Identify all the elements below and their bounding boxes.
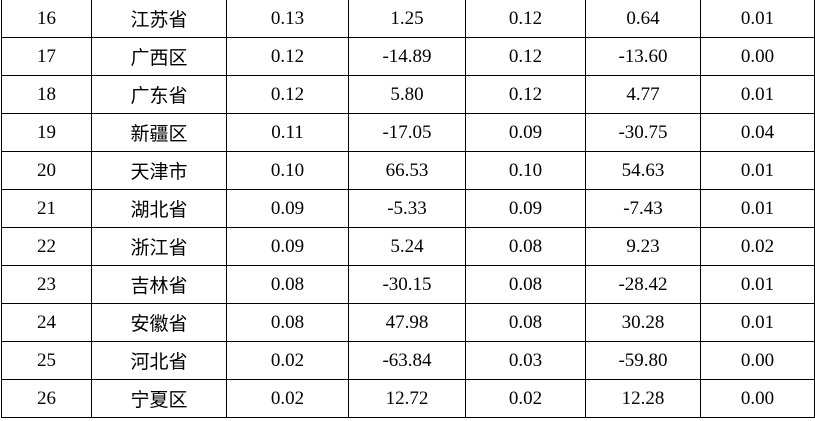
table-cell: 9.23 <box>585 227 701 266</box>
table-row: 16 江苏省 0.13 1.25 0.12 0.64 0.01 <box>1 0 815 38</box>
table-cell: -7.43 <box>585 189 701 228</box>
table-cell: 5.80 <box>348 75 466 114</box>
table-cell: 23 <box>1 265 92 304</box>
table-row: 17 广西区 0.12 -14.89 0.12 -13.60 0.00 <box>1 37 815 76</box>
table-cell: 22 <box>1 227 92 266</box>
table-cell: 16 <box>1 0 92 38</box>
table-cell: 0.00 <box>700 37 815 76</box>
table-cell: 0.02 <box>226 341 349 380</box>
table-cell: -13.60 <box>585 37 701 76</box>
table-cell: -30.75 <box>585 113 701 152</box>
table-row: 20 天津市 0.10 66.53 0.10 54.63 0.01 <box>1 151 815 190</box>
table-cell: 0.01 <box>700 0 815 38</box>
table-cell: 12.28 <box>585 379 701 418</box>
table-cell: 吉林省 <box>91 265 227 304</box>
table-cell: -59.80 <box>585 341 701 380</box>
table-cell: 新疆区 <box>91 113 227 152</box>
table-cell: 26 <box>1 379 92 418</box>
table-cell: 0.08 <box>226 303 349 342</box>
table-cell: -28.42 <box>585 265 701 304</box>
table-cell: 广东省 <box>91 75 227 114</box>
table-cell: 0.12 <box>465 37 586 76</box>
table-cell: 0.02 <box>226 379 349 418</box>
table-cell: 0.00 <box>700 341 815 380</box>
table-cell: 21 <box>1 189 92 228</box>
table-cell: 25 <box>1 341 92 380</box>
table-row: 24 安徽省 0.08 47.98 0.08 30.28 0.01 <box>1 303 815 342</box>
table-cell: 12.72 <box>348 379 466 418</box>
table-cell: 5.24 <box>348 227 466 266</box>
table-cell: 河北省 <box>91 341 227 380</box>
table-cell: 1.25 <box>348 0 466 38</box>
table-cell: 0.12 <box>226 75 349 114</box>
table-cell: 0.09 <box>465 113 586 152</box>
table-cell: 0.11 <box>226 113 349 152</box>
table-cell: 17 <box>1 37 92 76</box>
table-cell: 0.02 <box>465 379 586 418</box>
table-cell: 0.64 <box>585 0 701 38</box>
table-cell: 0.00 <box>700 379 815 418</box>
table-cell: 0.08 <box>465 227 586 266</box>
table-cell: 0.01 <box>700 189 815 228</box>
table-cell: 66.53 <box>348 151 466 190</box>
table-cell: 0.01 <box>700 265 815 304</box>
table-row: 18 广东省 0.12 5.80 0.12 4.77 0.01 <box>1 75 815 114</box>
table-cell: 0.12 <box>465 75 586 114</box>
table-cell: 0.13 <box>226 0 349 38</box>
table-cell: 宁夏区 <box>91 379 227 418</box>
table-cell: 天津市 <box>91 151 227 190</box>
table-cell: -63.84 <box>348 341 466 380</box>
table-cell: 0.01 <box>700 151 815 190</box>
table-cell: 0.08 <box>226 265 349 304</box>
table-cell: 0.08 <box>465 265 586 304</box>
table-row: 19 新疆区 0.11 -17.05 0.09 -30.75 0.04 <box>1 113 815 152</box>
table-cell: 广西区 <box>91 37 227 76</box>
table-cell: 19 <box>1 113 92 152</box>
table-cell: 4.77 <box>585 75 701 114</box>
table-cell: 0.09 <box>226 189 349 228</box>
table-cell: -17.05 <box>348 113 466 152</box>
table-cell: 安徽省 <box>91 303 227 342</box>
table-row: 21 湖北省 0.09 -5.33 0.09 -7.43 0.01 <box>1 189 815 228</box>
table-cell: 0.09 <box>465 189 586 228</box>
table-cell: -14.89 <box>348 37 466 76</box>
table-cell: -5.33 <box>348 189 466 228</box>
table-cell: 47.98 <box>348 303 466 342</box>
table-cell: 0.10 <box>465 151 586 190</box>
table-cell: -30.15 <box>348 265 466 304</box>
table-cell: 30.28 <box>585 303 701 342</box>
table-cell: 0.10 <box>226 151 349 190</box>
table-cell: 0.09 <box>226 227 349 266</box>
table-cell: 0.01 <box>700 303 815 342</box>
table-row: 26 宁夏区 0.02 12.72 0.02 12.28 0.00 <box>1 379 815 418</box>
table-cell: 0.02 <box>700 227 815 266</box>
table-cell: 湖北省 <box>91 189 227 228</box>
table-cell: 0.12 <box>465 0 586 38</box>
table-row: 23 吉林省 0.08 -30.15 0.08 -28.42 0.01 <box>1 265 815 304</box>
table-cell: 54.63 <box>585 151 701 190</box>
table-cell: 0.01 <box>700 75 815 114</box>
table-cell: 0.08 <box>465 303 586 342</box>
table-row: 22 浙江省 0.09 5.24 0.08 9.23 0.02 <box>1 227 815 266</box>
table-cell: 江苏省 <box>91 0 227 38</box>
table-cell: 24 <box>1 303 92 342</box>
table-row: 25 河北省 0.02 -63.84 0.03 -59.80 0.00 <box>1 341 815 380</box>
table-cell: 浙江省 <box>91 227 227 266</box>
table-cell: 20 <box>1 151 92 190</box>
table-cell: 18 <box>1 75 92 114</box>
table-cell: 0.12 <box>226 37 349 76</box>
table-cell: 0.03 <box>465 341 586 380</box>
table-cell: 0.04 <box>700 113 815 152</box>
